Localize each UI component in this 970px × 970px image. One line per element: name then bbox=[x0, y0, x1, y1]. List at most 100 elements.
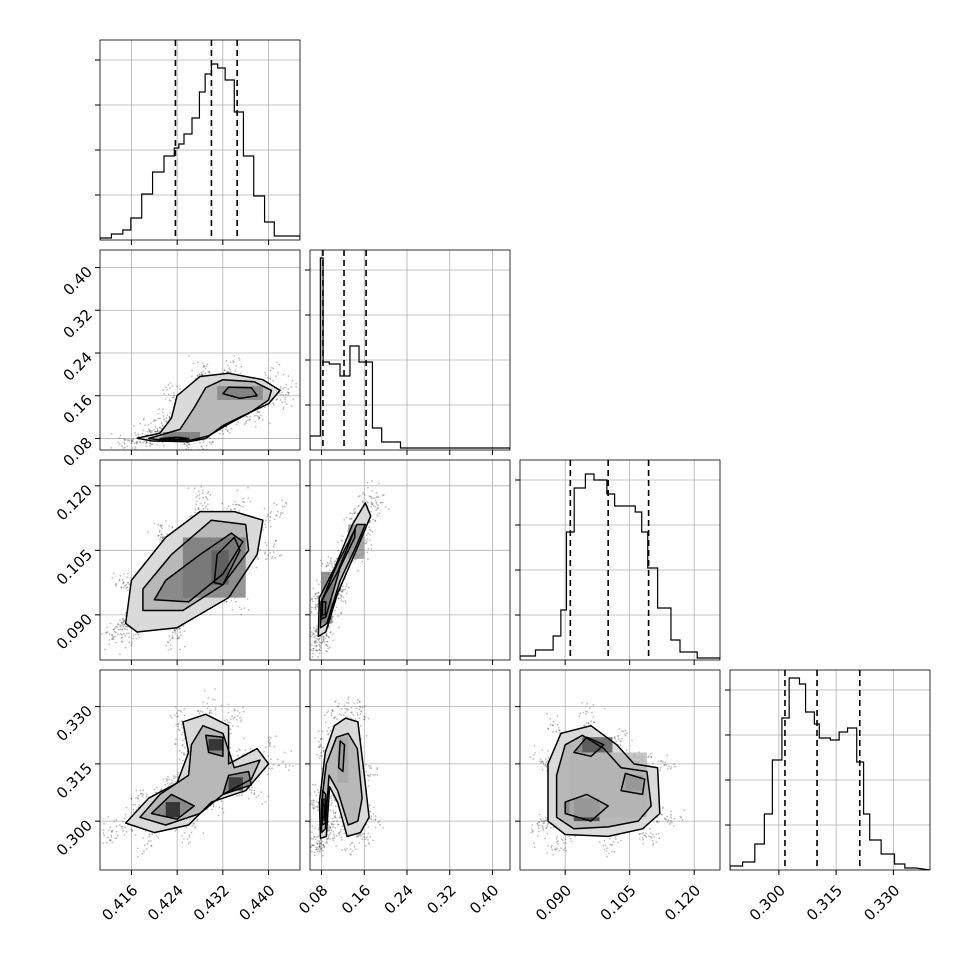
scatter-point bbox=[673, 825, 675, 827]
scatter-point bbox=[382, 494, 384, 497]
scatter-point bbox=[145, 442, 148, 445]
scatter-point bbox=[530, 831, 533, 834]
scatter-point bbox=[282, 393, 284, 396]
scatter-point bbox=[168, 635, 171, 638]
scatter-point bbox=[334, 560, 337, 562]
scatter-point bbox=[174, 629, 177, 631]
scatter-point bbox=[124, 646, 127, 649]
scatter-point bbox=[585, 712, 587, 715]
scatter-point bbox=[161, 411, 164, 414]
scatter-point bbox=[327, 837, 330, 840]
scatter-point bbox=[112, 636, 115, 638]
scatter-point bbox=[602, 844, 605, 847]
scatter-point bbox=[198, 373, 201, 376]
scatter-point bbox=[122, 632, 125, 635]
scatter-point bbox=[242, 706, 244, 709]
scatter-point bbox=[327, 733, 329, 736]
scatter-point bbox=[287, 394, 290, 397]
scatter-point bbox=[342, 600, 344, 603]
scatter-point bbox=[312, 799, 314, 802]
scatter-point bbox=[174, 830, 177, 832]
scatter-point bbox=[131, 442, 133, 445]
scatter-point bbox=[349, 844, 352, 846]
scatter-point bbox=[164, 398, 167, 400]
scatter-point bbox=[661, 807, 664, 810]
scatter-point bbox=[317, 791, 320, 794]
scatter-point bbox=[312, 649, 314, 652]
scatter-point bbox=[357, 835, 360, 838]
scatter-point bbox=[121, 828, 123, 830]
scatter-point bbox=[157, 524, 160, 526]
scatter-point bbox=[198, 373, 201, 376]
scatter-point bbox=[173, 394, 176, 397]
scatter-point bbox=[262, 528, 265, 531]
scatter-point bbox=[207, 490, 210, 493]
scatter-point bbox=[358, 700, 361, 703]
scatter-point bbox=[142, 837, 145, 839]
scatter-point bbox=[126, 581, 129, 584]
scatter-point bbox=[325, 840, 328, 843]
scatter-point bbox=[316, 606, 319, 608]
scatter-point bbox=[323, 845, 326, 848]
scatter-point bbox=[229, 718, 232, 721]
scatter-point bbox=[274, 556, 277, 559]
scatter-point bbox=[326, 640, 329, 643]
scatter-point bbox=[376, 513, 379, 516]
scatter-point bbox=[138, 636, 141, 639]
pair-panel-2-3 bbox=[515, 669, 721, 875]
scatter-point bbox=[169, 639, 172, 641]
scatter-point bbox=[368, 767, 371, 769]
scatter-point bbox=[229, 369, 232, 371]
scatter-point bbox=[233, 500, 236, 503]
scatter-point bbox=[619, 744, 622, 746]
scatter-point bbox=[176, 637, 179, 640]
scatter-point bbox=[266, 515, 269, 518]
scatter-point bbox=[371, 503, 373, 506]
scatter-point bbox=[370, 767, 373, 769]
scatter-point bbox=[230, 371, 232, 373]
scatter-point bbox=[543, 822, 546, 824]
scatter-point bbox=[338, 831, 341, 834]
scatter-point bbox=[186, 444, 189, 447]
scatter-point bbox=[369, 495, 372, 498]
scatter-point bbox=[331, 709, 334, 712]
scatter-point bbox=[349, 848, 352, 851]
scatter-point bbox=[139, 422, 142, 425]
scatter-point bbox=[648, 835, 650, 837]
scatter-point bbox=[568, 835, 571, 838]
scatter-point bbox=[206, 498, 209, 501]
scatter-point bbox=[365, 763, 367, 766]
scatter-point bbox=[168, 416, 171, 418]
scatter-point bbox=[111, 638, 113, 641]
scatter-point bbox=[359, 713, 362, 716]
scatter-point bbox=[239, 372, 242, 375]
scatter-point bbox=[234, 503, 237, 506]
scatter-point bbox=[532, 758, 535, 760]
scatter-point bbox=[374, 520, 377, 523]
scatter-point bbox=[337, 832, 340, 835]
scatter-point bbox=[223, 369, 226, 372]
scatter-point bbox=[667, 768, 669, 770]
scatter-point bbox=[106, 631, 109, 634]
scatter-point bbox=[363, 705, 366, 707]
contour-line-2 bbox=[320, 528, 356, 620]
scatter-point bbox=[301, 385, 303, 387]
scatter-point bbox=[372, 773, 375, 776]
scatter-point bbox=[113, 630, 116, 633]
scatter-point bbox=[135, 441, 138, 444]
scatter-point bbox=[325, 842, 327, 844]
scatter-point bbox=[340, 612, 343, 615]
scatter-point bbox=[613, 736, 616, 738]
scatter-point bbox=[181, 835, 184, 837]
scatter-point bbox=[195, 503, 198, 506]
scatter-point bbox=[664, 818, 666, 821]
scatter-point bbox=[377, 504, 379, 507]
scatter-point bbox=[109, 622, 112, 625]
scatter-point bbox=[311, 662, 313, 664]
scatter-point bbox=[256, 556, 259, 559]
scatter-point bbox=[314, 640, 316, 643]
scatter-point bbox=[655, 833, 658, 835]
scatter-point bbox=[311, 655, 314, 658]
scatter-point bbox=[670, 819, 672, 822]
scatter-point bbox=[146, 842, 149, 845]
